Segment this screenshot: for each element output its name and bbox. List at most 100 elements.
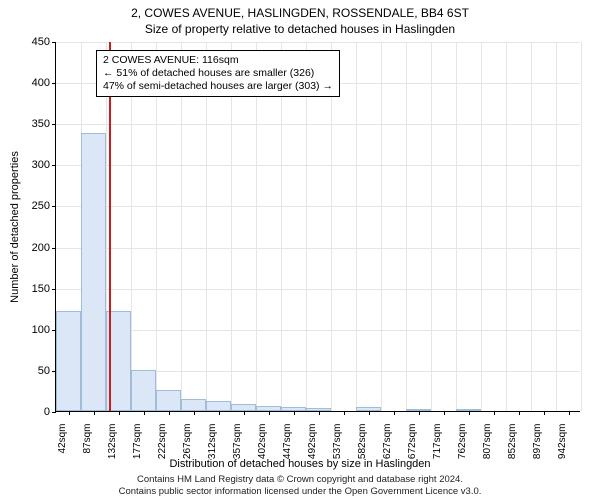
credits-block: Contains HM Land Registry data © Crown c… — [0, 474, 600, 498]
x-tick-mark — [494, 411, 495, 415]
y-tick-label: 200 — [10, 242, 50, 254]
x-tick-mark — [394, 411, 395, 415]
x-tick-label: 312sqm — [207, 424, 218, 474]
y-tick-mark — [52, 165, 56, 166]
x-tick-label: 672sqm — [407, 424, 418, 474]
x-tick-mark — [444, 411, 445, 415]
gridline-vertical — [481, 42, 482, 411]
x-tick-mark — [169, 411, 170, 415]
x-tick-label: 177sqm — [132, 424, 143, 474]
x-tick-label: 942sqm — [557, 424, 568, 474]
y-tick-mark — [52, 83, 56, 84]
histogram-bar — [156, 390, 181, 411]
histogram-bar — [306, 408, 331, 411]
plot-area: 2 COWES AVENUE: 116sqm← 51% of detached … — [55, 42, 580, 412]
gridline-vertical — [406, 42, 407, 411]
x-tick-label: 402sqm — [257, 424, 268, 474]
y-tick-mark — [52, 289, 56, 290]
y-tick-label: 250 — [10, 200, 50, 212]
x-tick-mark — [569, 411, 570, 415]
x-tick-label: 42sqm — [57, 424, 68, 474]
annotation-line-1: 2 COWES AVENUE: 116sqm — [103, 54, 333, 67]
y-axis-label-text: Number of detached properties — [9, 151, 21, 303]
x-tick-label: 897sqm — [532, 424, 543, 474]
x-tick-mark — [369, 411, 370, 415]
x-tick-label: 492sqm — [307, 424, 318, 474]
chart-title-main: 2, COWES AVENUE, HASLINGDEN, ROSSENDALE,… — [0, 6, 600, 20]
credits-line-2: Contains public sector information licen… — [0, 486, 600, 498]
y-tick-label: 50 — [10, 365, 50, 377]
x-tick-mark — [94, 411, 95, 415]
x-tick-label: 582sqm — [357, 424, 368, 474]
x-tick-label: 132sqm — [107, 424, 118, 474]
x-tick-label: 762sqm — [457, 424, 468, 474]
gridline-vertical — [506, 42, 507, 411]
gridline-horizontal — [56, 248, 580, 249]
gridline-horizontal — [56, 42, 580, 43]
histogram-bar — [406, 409, 431, 411]
x-tick-mark — [344, 411, 345, 415]
x-tick-mark — [419, 411, 420, 415]
x-tick-mark — [294, 411, 295, 415]
y-axis-label: Number of detached properties — [8, 42, 22, 412]
gridline-vertical — [581, 42, 582, 411]
x-tick-label: 627sqm — [382, 424, 393, 474]
gridline-vertical — [556, 42, 557, 411]
gridline-vertical — [531, 42, 532, 411]
y-tick-mark — [52, 124, 56, 125]
annotation-line-2: ← 51% of detached houses are smaller (32… — [103, 67, 333, 80]
x-tick-label: 267sqm — [182, 424, 193, 474]
y-tick-label: 100 — [10, 324, 50, 336]
x-tick-mark — [219, 411, 220, 415]
y-tick-mark — [52, 412, 56, 413]
x-tick-mark — [194, 411, 195, 415]
x-tick-label: 87sqm — [82, 424, 93, 474]
x-tick-mark — [269, 411, 270, 415]
x-tick-label: 357sqm — [232, 424, 243, 474]
x-tick-label: 807sqm — [482, 424, 493, 474]
gridline-horizontal — [56, 165, 580, 166]
y-tick-mark — [52, 42, 56, 43]
histogram-bar — [256, 406, 281, 411]
y-tick-mark — [52, 248, 56, 249]
x-tick-label: 222sqm — [157, 424, 168, 474]
x-tick-label: 717sqm — [432, 424, 443, 474]
gridline-horizontal — [56, 206, 580, 207]
y-tick-label: 350 — [10, 118, 50, 130]
gridline-vertical — [381, 42, 382, 411]
y-tick-label: 0 — [10, 406, 50, 418]
gridline-horizontal — [56, 330, 580, 331]
gridline-vertical — [356, 42, 357, 411]
histogram-bar — [131, 370, 156, 411]
x-tick-mark — [69, 411, 70, 415]
chart-container: 2, COWES AVENUE, HASLINGDEN, ROSSENDALE,… — [0, 0, 600, 500]
gridline-horizontal — [56, 124, 580, 125]
histogram-bar — [81, 133, 106, 411]
x-tick-mark — [469, 411, 470, 415]
x-tick-mark — [519, 411, 520, 415]
histogram-bar — [206, 401, 231, 411]
x-tick-label: 852sqm — [507, 424, 518, 474]
histogram-bar — [231, 404, 256, 411]
x-tick-label: 537sqm — [332, 424, 343, 474]
histogram-bar — [181, 399, 206, 411]
y-tick-label: 150 — [10, 283, 50, 295]
credits-line-1: Contains HM Land Registry data © Crown c… — [0, 474, 600, 486]
chart-title-sub: Size of property relative to detached ho… — [0, 22, 600, 36]
histogram-bar — [356, 407, 381, 411]
histogram-bar — [281, 407, 306, 411]
annotation-line-3: 47% of semi-detached houses are larger (… — [103, 80, 333, 93]
y-tick-label: 450 — [10, 36, 50, 48]
x-tick-label: 447sqm — [282, 424, 293, 474]
x-tick-mark — [119, 411, 120, 415]
x-tick-mark — [319, 411, 320, 415]
gridline-vertical — [456, 42, 457, 411]
y-tick-label: 400 — [10, 77, 50, 89]
x-tick-mark — [544, 411, 545, 415]
x-tick-mark — [144, 411, 145, 415]
gridline-vertical — [431, 42, 432, 411]
y-tick-label: 300 — [10, 159, 50, 171]
gridline-horizontal — [56, 289, 580, 290]
y-tick-mark — [52, 206, 56, 207]
histogram-bar — [456, 409, 481, 411]
